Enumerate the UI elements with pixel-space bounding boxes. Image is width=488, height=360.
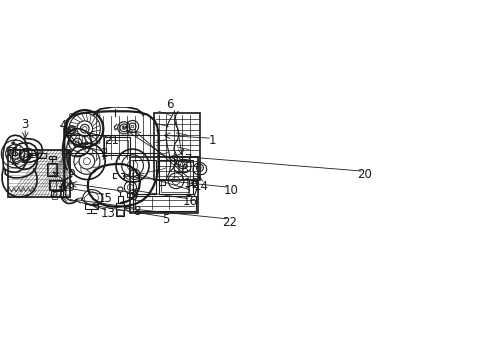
Bar bbox=[84, 204, 98, 209]
Text: 2: 2 bbox=[101, 147, 108, 161]
Bar bbox=[47, 163, 57, 176]
Bar bbox=[49, 180, 63, 189]
Text: 22: 22 bbox=[222, 216, 237, 229]
Text: 17: 17 bbox=[184, 186, 199, 199]
Bar bbox=[116, 203, 124, 216]
Text: 14: 14 bbox=[193, 180, 208, 193]
Bar bbox=[52, 197, 57, 199]
Text: 5: 5 bbox=[162, 213, 169, 226]
Text: 11: 11 bbox=[5, 146, 20, 159]
Text: 9: 9 bbox=[130, 189, 137, 203]
Text: 16: 16 bbox=[183, 176, 198, 189]
Bar bbox=[189, 180, 195, 185]
Text: 16: 16 bbox=[183, 195, 198, 208]
Text: 8: 8 bbox=[133, 205, 140, 218]
Text: 3: 3 bbox=[21, 118, 29, 131]
Bar bbox=[104, 138, 130, 155]
Bar bbox=[118, 195, 122, 203]
Bar bbox=[161, 179, 189, 192]
Bar bbox=[48, 164, 56, 175]
Text: 13: 13 bbox=[100, 207, 115, 220]
Text: 6: 6 bbox=[166, 98, 174, 111]
Text: 10: 10 bbox=[224, 184, 238, 197]
Text: 7: 7 bbox=[185, 153, 192, 166]
Bar bbox=[117, 210, 123, 215]
Text: 1: 1 bbox=[208, 134, 215, 147]
Bar bbox=[127, 193, 134, 197]
Bar bbox=[158, 180, 165, 185]
Bar bbox=[53, 192, 57, 197]
Bar bbox=[130, 157, 197, 213]
Bar bbox=[49, 156, 56, 159]
Bar bbox=[132, 160, 156, 194]
Bar bbox=[154, 113, 200, 180]
Bar bbox=[49, 181, 62, 189]
Bar bbox=[132, 196, 195, 211]
Text: 18: 18 bbox=[175, 163, 189, 176]
Bar bbox=[158, 160, 193, 194]
Text: 4: 4 bbox=[59, 119, 67, 132]
Bar bbox=[51, 191, 63, 197]
Text: 20: 20 bbox=[357, 168, 372, 181]
Bar bbox=[8, 149, 69, 197]
Text: 12: 12 bbox=[28, 148, 43, 161]
Bar bbox=[106, 140, 128, 153]
Text: 19: 19 bbox=[61, 181, 76, 194]
Text: 21: 21 bbox=[104, 134, 120, 147]
Text: 15: 15 bbox=[98, 192, 112, 205]
